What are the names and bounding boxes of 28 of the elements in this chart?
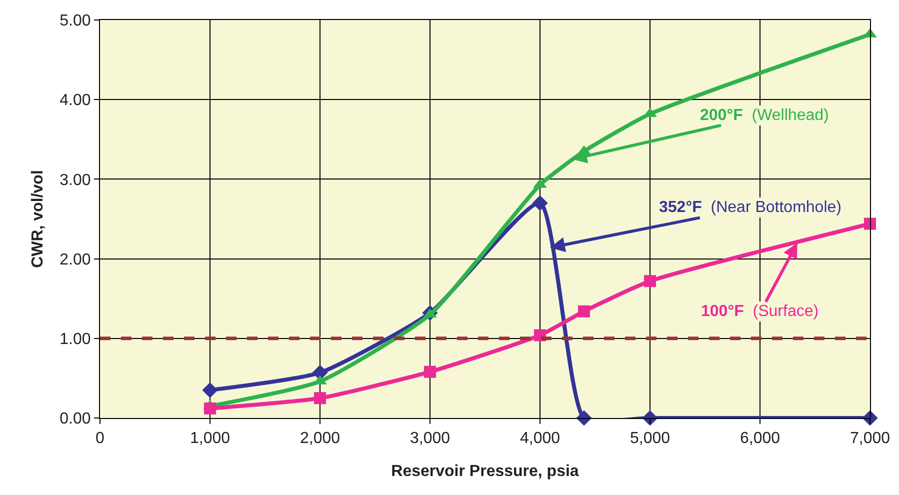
y-tick-label: 1.00 xyxy=(60,331,91,348)
point xyxy=(202,382,218,398)
y-tick-label: 4.00 xyxy=(60,92,91,110)
point xyxy=(424,366,436,378)
point xyxy=(864,218,876,230)
point xyxy=(314,392,326,404)
x-tick-label: 4,000 xyxy=(520,430,560,448)
x-tick-label: 6,000 xyxy=(740,430,780,448)
point xyxy=(312,364,328,380)
x-tick-label: 1,000 xyxy=(190,430,230,448)
x-tick-label: 0 xyxy=(96,430,105,448)
x-tick-label: 7,000 xyxy=(850,430,890,448)
point xyxy=(644,275,656,288)
point xyxy=(204,402,216,414)
y-tick-label: 3.00 xyxy=(60,172,91,189)
annotation: 100°F (Surface) xyxy=(701,303,819,320)
annotation: 200°F (Wellhead) xyxy=(700,107,829,124)
x-tick-label: 5,000 xyxy=(630,430,670,448)
point xyxy=(578,305,590,318)
y-tick-label: 5.00 xyxy=(60,12,91,30)
y-tick-label: 0.00 xyxy=(60,410,91,428)
annotation: 352°F (Near Bottomhole) xyxy=(659,199,842,216)
y-axis-title: CWR, vol/vol xyxy=(30,170,47,268)
x-tick-label: 2,000 xyxy=(300,430,340,448)
x-tick-label: 3,000 xyxy=(410,430,450,448)
point xyxy=(532,195,548,211)
x-axis-title: Reservoir Pressure, psia xyxy=(391,462,579,480)
y-tick-label: 2.00 xyxy=(60,251,91,268)
